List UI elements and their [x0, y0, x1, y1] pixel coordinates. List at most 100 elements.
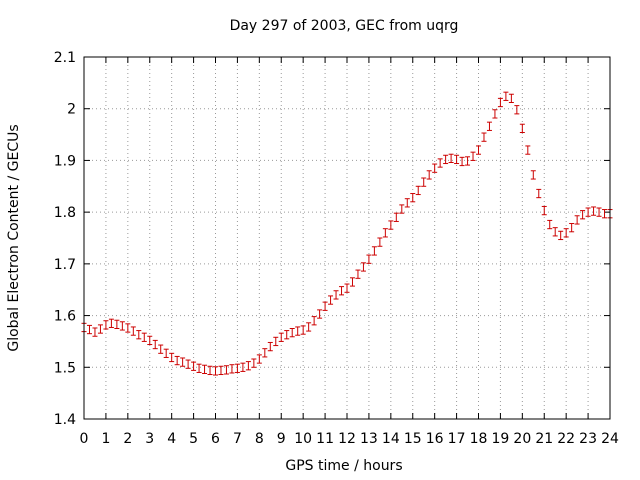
data-point [273, 336, 279, 347]
data-point [421, 177, 427, 187]
y-tick-label: 1.9 [54, 153, 76, 169]
y-tick-label: 2 [67, 102, 76, 118]
data-point [152, 339, 158, 350]
data-point [240, 362, 246, 372]
y-tick-label: 1.4 [54, 412, 76, 428]
y-tick-label: 1.5 [54, 360, 76, 376]
data-point [580, 210, 586, 220]
data-point [465, 156, 471, 166]
data-point [339, 286, 345, 296]
data-point [196, 363, 202, 373]
chart-title: Day 297 of 2003, GEC from uqrg [230, 18, 459, 34]
x-tick-label: 0 [80, 431, 89, 447]
grid [84, 57, 610, 419]
data-point [311, 316, 317, 326]
x-ticks: 0 1 2 3 4 5 6 7 8 9 10 11 12 13 14 15 16 17 18 19 20 21 22 23 24 [80, 57, 619, 447]
data-point [163, 348, 169, 358]
data-point [514, 105, 520, 115]
data-point [306, 322, 312, 332]
x-tick-label: 21 [535, 431, 553, 447]
data-point [130, 326, 136, 336]
data-point [399, 204, 405, 214]
plot-frame [83, 56, 611, 420]
data-point [602, 209, 608, 219]
data-point [97, 324, 103, 334]
data-point [585, 207, 591, 217]
data-point [92, 327, 98, 337]
x-tick-label: 23 [579, 431, 597, 447]
data-point [476, 145, 481, 155]
data-point [410, 193, 416, 203]
x-tick-label: 24 [601, 431, 619, 447]
data-point [267, 341, 273, 352]
y-tick-label: 2.1 [54, 50, 76, 66]
data-point [404, 198, 410, 208]
data-point [596, 207, 602, 217]
x-tick-label: 22 [557, 431, 575, 447]
data-point [174, 355, 180, 366]
data-point [136, 330, 142, 340]
data-point [574, 215, 580, 225]
data-point [432, 163, 438, 173]
data-point [377, 237, 383, 247]
x-tick-label: 17 [448, 431, 466, 447]
data-point [454, 154, 460, 165]
x-tick-label: 8 [255, 431, 264, 447]
x-tick-label: 20 [513, 431, 531, 447]
data-point [448, 153, 454, 163]
x-tick-label: 3 [145, 431, 154, 447]
data-point [508, 93, 514, 104]
data-point [486, 121, 492, 131]
x-tick-label: 6 [211, 431, 220, 447]
x-tick-label: 10 [294, 431, 312, 447]
data-point [393, 212, 399, 222]
y-tick-label: 1.8 [54, 205, 76, 221]
x-tick-label: 14 [382, 431, 400, 447]
data-point [344, 283, 350, 293]
x-tick-label: 18 [470, 431, 488, 447]
data-point [245, 361, 251, 371]
data-point [300, 325, 306, 335]
data-point [552, 227, 558, 237]
data-point [141, 332, 147, 342]
y-tick-label: 1.6 [54, 309, 76, 325]
data-point [119, 321, 125, 331]
data-point [86, 324, 92, 335]
data-point [481, 132, 487, 142]
data-point [262, 348, 268, 358]
data-point [349, 277, 355, 287]
data-point [114, 319, 120, 329]
data-point [223, 365, 229, 375]
x-tick-label: 1 [101, 431, 110, 447]
data-point [234, 363, 240, 373]
data-point [503, 91, 509, 101]
data-point [558, 230, 564, 241]
data-point [289, 328, 295, 338]
data-point [382, 228, 388, 238]
data-point [180, 357, 186, 367]
data-point [278, 332, 284, 342]
data-point [459, 156, 465, 167]
data-point [530, 170, 536, 180]
data-point [443, 154, 449, 165]
data-point [437, 158, 443, 168]
data-point [207, 365, 213, 376]
data-point [169, 352, 175, 363]
data-point [317, 309, 323, 319]
x-axis-label: GPS time / hours [285, 458, 402, 474]
data-points [81, 91, 613, 376]
data-point [547, 219, 553, 230]
x-tick-label: 2 [123, 431, 132, 447]
data-point [360, 262, 366, 272]
y-ticks: 1.4 1.5 1.6 1.7 1.8 1.9 2 2.1 [54, 50, 610, 428]
data-point [191, 361, 197, 371]
data-point [563, 228, 569, 238]
data-point [295, 326, 301, 336]
data-point [492, 109, 498, 119]
data-point [125, 323, 131, 333]
x-tick-label: 15 [404, 431, 422, 447]
data-point [147, 335, 153, 346]
data-point [328, 295, 334, 305]
data-point [333, 290, 339, 300]
y-axis-label: Global Electron Content / GECUs [6, 124, 22, 351]
